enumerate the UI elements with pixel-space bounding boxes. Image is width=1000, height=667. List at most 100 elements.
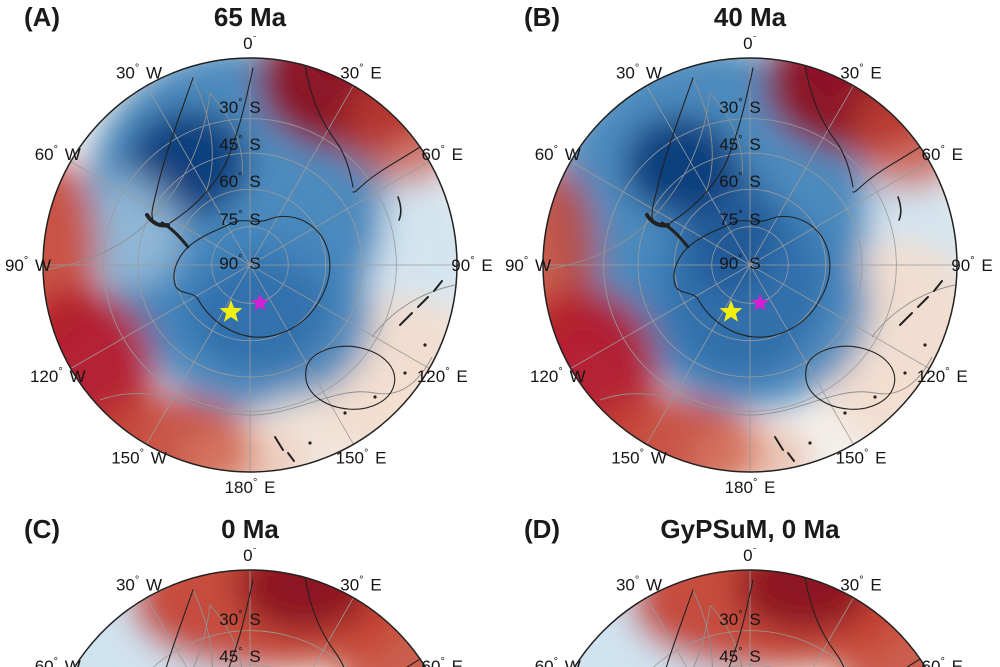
meridian-label-60w: 60° W	[35, 656, 81, 667]
australia-coastline	[805, 345, 896, 410]
meridian-label-60e: 60° E	[922, 656, 963, 667]
patagonia-tip	[645, 213, 670, 228]
meridian-label-60e: 60° E	[422, 144, 463, 164]
parallel-label-90s: 90° S	[219, 253, 260, 273]
meridian-label-30e: 30° E	[340, 575, 381, 595]
parallel-label-30s: 30° S	[219, 97, 260, 117]
island-dot	[373, 395, 377, 399]
parallel-label-45s: 45° S	[219, 134, 260, 154]
meridian-label-180e: 180° E	[725, 477, 776, 497]
meridian-label-180e: 180° E	[225, 477, 276, 497]
parallel-label-45s: 45° S	[219, 646, 260, 666]
island-dot	[403, 371, 407, 375]
south-america-east-coast	[669, 579, 754, 667]
magenta-star-marker	[251, 293, 269, 311]
madagascar-coastline	[897, 196, 902, 221]
coastlines	[651, 576, 921, 667]
south-america-west-coast	[151, 589, 194, 667]
panel-d-title: GyPSuM, 0 Ma	[660, 514, 840, 544]
meridian-label-90e: 90° E	[951, 255, 992, 275]
panel-c: (C) 0 Ma 0°30° W30° E60° W60° E90° W90° …	[0, 512, 500, 667]
meridian-label-150w: 150° W	[111, 447, 167, 467]
meridian-label-150e: 150° E	[336, 447, 387, 467]
parallel-label-60s: 60° S	[719, 171, 760, 191]
parallel-label-45s: 45° S	[719, 134, 760, 154]
meridian-label-120e: 120° E	[917, 366, 968, 386]
meridian-label-30w: 30° W	[616, 63, 662, 83]
coastlines	[145, 64, 443, 462]
panel-b: (B) 40 Ma 0° 30° W 30° E 60° W 60° E 90° W 90°…	[500, 0, 1000, 512]
africa-west-coast	[804, 576, 854, 667]
meridian-label-30w: 30° W	[116, 63, 162, 83]
patagonia-tip	[145, 213, 170, 228]
meridian-label-60w: 60° W	[535, 144, 581, 164]
meridian-label-60w: 60° W	[35, 144, 81, 164]
graticule	[603, 570, 897, 667]
panel-c-header: (C) 0 Ma	[0, 512, 500, 548]
south-america-east-coast	[669, 67, 754, 224]
meridian-label-60e: 60° E	[422, 656, 463, 667]
map-rim	[573, 569, 927, 667]
meridian-label-30e: 30° E	[840, 63, 881, 83]
parallel-label-75s: 75° S	[219, 209, 260, 229]
plate-boundary-lines	[544, 589, 743, 667]
meridian-label-30e: 30° E	[840, 575, 881, 595]
panel-d-header: (D) GyPSuM, 0 Ma	[500, 512, 1000, 548]
new-zealand-coastline	[274, 436, 295, 462]
south-america-west-coast	[651, 77, 694, 221]
graticule	[543, 58, 957, 472]
south-america-west-coast	[151, 77, 194, 221]
parallel-label-30s: 30° S	[719, 609, 760, 629]
meridian-label-120w: 120° W	[30, 366, 86, 386]
panel-c-title: 0 Ma	[221, 514, 279, 544]
meridian-label-30e: 30° E	[340, 63, 381, 83]
island-dot	[308, 441, 312, 445]
south-america-east-coast	[169, 579, 254, 667]
meridian-label-90e: 90° E	[451, 255, 492, 275]
coastlines	[645, 64, 943, 462]
plate-boundary-lines	[44, 77, 456, 416]
parallel-label-60s: 60° S	[219, 171, 260, 191]
map-panel-b: 0° 30° W 30° E 60° W 60° E 90° W 90° E 120° W 12…	[505, 36, 993, 497]
madagascar-coastline	[397, 196, 402, 221]
coastlines	[151, 576, 421, 667]
panel-a-title: 65 Ma	[213, 2, 287, 32]
panel-c-letter: (C)	[24, 514, 61, 544]
plate-boundary-lines	[544, 77, 956, 416]
parallel-label-30s: 30° S	[719, 97, 760, 117]
meridian-label-0: 0°	[243, 548, 257, 565]
australia-coastline	[305, 345, 396, 410]
antarctica-coastline	[673, 215, 831, 338]
panel-a: (A) 65 Ma 0° 30° W 30° E 60° W 60° E 90° W 90°…	[0, 0, 500, 512]
island-dot	[873, 395, 877, 399]
antarctica-coastline	[173, 215, 331, 338]
indonesia-island-arc	[399, 280, 443, 326]
indonesia-island-arc	[899, 280, 943, 326]
island-dot	[923, 343, 927, 347]
meridian-label-30w: 30° W	[116, 575, 162, 595]
meridian-label-0: 0°	[743, 548, 757, 565]
africa-west-coast	[304, 576, 354, 667]
parallel-label-30s: 30° S	[219, 609, 260, 629]
yellow-star-marker	[719, 300, 743, 322]
meridian-label-150w: 150° W	[611, 447, 667, 467]
meridian-label-60w: 60° W	[535, 656, 581, 667]
panel-d-letter: (D)	[524, 514, 561, 544]
island-dot	[343, 411, 347, 415]
panel-b-letter: (B)	[524, 2, 561, 32]
panel-a-header: (A) 65 Ma	[0, 0, 500, 36]
africa-west-coast	[804, 64, 854, 188]
meridian-label-0: 0°	[743, 36, 757, 53]
new-zealand-coastline	[774, 436, 795, 462]
africa-east-coast	[352, 146, 421, 193]
parallel-label-90s: 90° S	[719, 253, 760, 273]
africa-west-coast	[304, 64, 354, 188]
meridian-label-90w: 90° W	[505, 255, 551, 275]
map-rim	[42, 57, 458, 473]
yellow-star-marker	[219, 300, 243, 322]
